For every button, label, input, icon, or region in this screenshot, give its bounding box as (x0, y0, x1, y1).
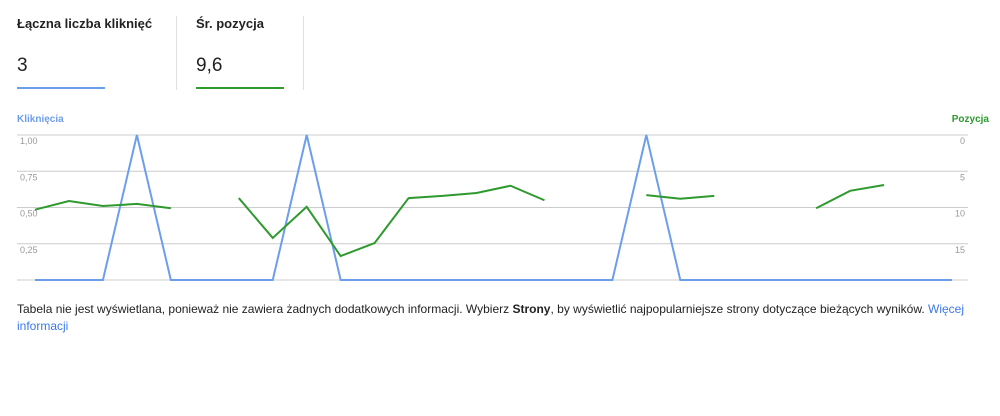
axis-title: Kliknięcia (17, 114, 64, 125)
separator (176, 16, 177, 90)
metric-label: Łączna liczba kliknięć (17, 16, 153, 31)
link[interactable]: Więcej informacji (17, 302, 965, 333)
metric-underline (17, 87, 105, 89)
chart: Kliknięcia Pozycja 1,00 0,75 0,50 0,25 0 5 10 15 (17, 114, 990, 281)
metric-position[interactable]: Śr. pozycja 9,6 (196, 16, 284, 90)
y2-tick-label: 15 (955, 245, 965, 255)
metric-value: 3 (17, 55, 28, 76)
bold-text: Strony (512, 302, 551, 316)
y2-tick-label: 0 (960, 136, 965, 146)
y-tick-label: 1,00 (20, 136, 38, 146)
metric-value: 9,6 (196, 55, 223, 76)
y-tick-label: 0,25 (20, 245, 38, 255)
info-text: Tabela nie jest wyświetlana, ponieważ ni… (17, 301, 967, 335)
metric-underline (196, 87, 284, 89)
y2-tick-label: 5 (960, 172, 965, 182)
y-tick-label: 0,75 (20, 172, 38, 182)
metric-label: Śr. pozycja (196, 16, 264, 31)
metric-clicks[interactable]: Łączna liczba kliknięć 3 (17, 16, 152, 90)
series-line (35, 134, 952, 281)
y2-tick-label: 10 (955, 209, 965, 219)
text: , by wyświetlić najpopularniejsze strony… (550, 302, 928, 316)
text: Tabela nie jest wyświetlana, ponieważ ni… (17, 302, 513, 316)
axis-title: Pozycja (952, 114, 990, 125)
separator (303, 16, 304, 90)
series-line (34, 184, 885, 258)
y-tick-label: 0,50 (20, 209, 38, 219)
